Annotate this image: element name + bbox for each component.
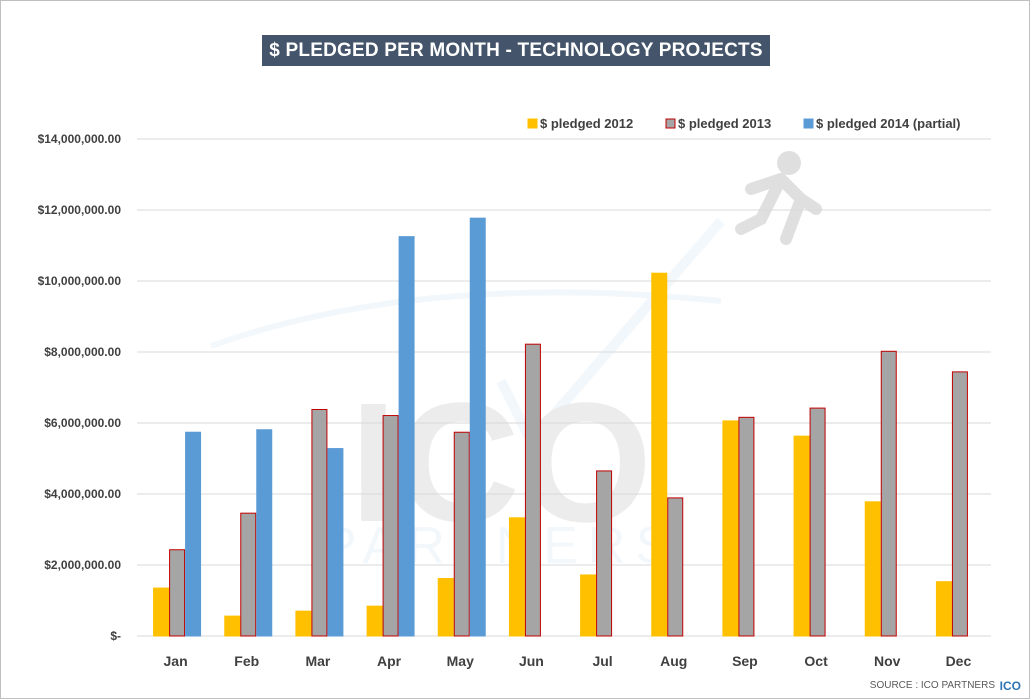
- bar-dec-series-1: [951, 371, 968, 637]
- bar-aug-series-0: [651, 272, 668, 637]
- y-tick-label: $12,000,000.00: [38, 203, 122, 217]
- chart-title-box: $ PLEDGED PER MONTH - TECHNOLOGY PROJECT…: [1, 35, 1030, 66]
- bar-feb-series-1: [240, 512, 257, 637]
- legend-swatch: [527, 118, 538, 129]
- x-tick-label: Nov: [874, 653, 901, 669]
- bar-may-series-2: [469, 217, 486, 637]
- bar-dec-series-0: [935, 581, 952, 637]
- bar-jun-series-0: [508, 517, 525, 637]
- legend-label: $ pledged 2013: [678, 116, 771, 131]
- legend-swatch: [803, 118, 814, 129]
- bar-mar-series-1: [311, 409, 328, 637]
- bar-aug-series-1: [667, 497, 684, 637]
- x-tick-label: Feb: [234, 653, 259, 669]
- x-tick-label: Mar: [305, 653, 330, 669]
- bar-oct-series-1: [809, 407, 826, 637]
- x-tick-label: Jan: [164, 653, 188, 669]
- x-axis: Jan Feb Mar Apr May Jun Jul Aug Sep Oct Nov Dec: [164, 653, 972, 669]
- y-tick-label: $2,000,000.00: [44, 558, 121, 572]
- y-axis: $- $2,000,000.00 $4,000,000.00 $6,000,000.0…: [38, 132, 122, 643]
- x-tick-label: Apr: [377, 653, 402, 669]
- bar-may-series-1: [453, 431, 470, 637]
- bar-jan-series-1: [169, 549, 186, 637]
- bar-nov-series-0: [864, 501, 881, 637]
- bar-jun-series-1: [524, 343, 541, 637]
- watermark-sub: PARTNERS: [322, 517, 680, 575]
- bar-jan-series-0: [153, 587, 170, 637]
- x-tick-label: Jul: [592, 653, 612, 669]
- y-tick-label: $6,000,000.00: [44, 416, 121, 430]
- bar-jul-series-1: [596, 470, 613, 637]
- bar-oct-series-0: [793, 435, 810, 637]
- y-tick-label: $8,000,000.00: [44, 345, 121, 359]
- chart-title: $ PLEDGED PER MONTH - TECHNOLOGY PROJECT…: [262, 35, 770, 66]
- y-tick-label: $-: [110, 629, 121, 643]
- ico-logo: ICO: [999, 679, 1021, 693]
- y-tick-label: $10,000,000.00: [38, 274, 122, 288]
- bar-apr-series-0: [366, 605, 383, 637]
- x-tick-label: Oct: [804, 653, 828, 669]
- legend: $ pledged 2012 $ pledged 2013 $ pledged 20…: [527, 116, 961, 131]
- bar-may-series-0: [437, 577, 454, 637]
- bar-jul-series-0: [580, 574, 597, 637]
- bar-mar-series-0: [295, 610, 312, 637]
- x-tick-label: Dec: [946, 653, 972, 669]
- y-tick-label: $14,000,000.00: [38, 132, 122, 146]
- bar-apr-series-2: [398, 236, 415, 637]
- bar-jan-series-2: [185, 431, 202, 637]
- x-tick-label: May: [447, 653, 474, 669]
- bar-mar-series-2: [327, 448, 344, 637]
- runner-icon: [735, 151, 822, 245]
- legend-label: $ pledged 2014 (partial): [816, 116, 961, 131]
- bar-apr-series-1: [382, 415, 399, 637]
- bar-feb-series-0: [224, 615, 241, 637]
- bar-sep-series-0: [722, 420, 739, 637]
- bars: [153, 217, 968, 637]
- x-tick-label: Aug: [660, 653, 687, 669]
- y-tick-label: $4,000,000.00: [44, 487, 121, 501]
- gridlines: [137, 138, 991, 637]
- x-tick-label: Jun: [519, 653, 544, 669]
- legend-swatch: [665, 118, 676, 129]
- bar-sep-series-1: [738, 416, 755, 637]
- legend-label: $ pledged 2012: [540, 116, 633, 131]
- bar-feb-series-2: [256, 429, 273, 637]
- source-note: SOURCE : ICO PARTNERS: [869, 680, 995, 691]
- bar-nov-series-1: [880, 350, 897, 637]
- x-tick-label: Sep: [732, 653, 758, 669]
